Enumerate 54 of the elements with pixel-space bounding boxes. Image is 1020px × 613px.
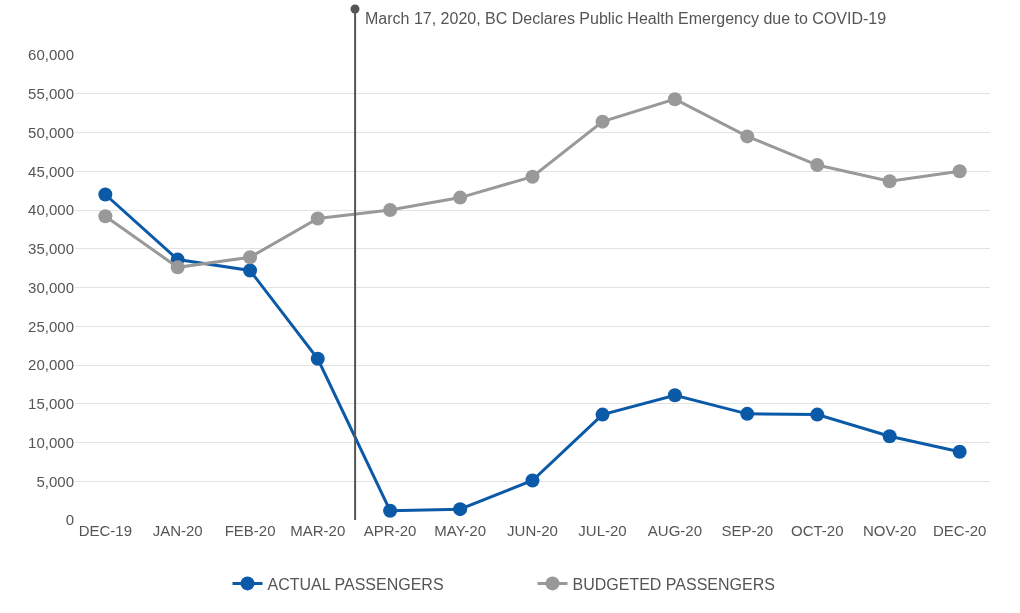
x-tick-label: NOV-20 [862,522,917,539]
point [595,114,610,129]
x-tick-label: SEP-20 [721,522,774,539]
point [667,388,682,403]
x-tick-label: JUL-20 [578,522,627,539]
point [810,158,825,173]
point [740,406,755,421]
legend-label: ACTUAL PASSENGERS [267,575,444,593]
x-tick-label: JAN-20 [152,522,203,539]
x-tick-label: OCT-20 [791,522,844,539]
point [595,407,610,422]
x-tick-label: JUN-20 [507,522,558,539]
y-tick-label: 0 [65,511,74,529]
point [525,169,540,184]
x-tick-label: DEC-19 [78,522,133,539]
y-tick-label: 60,000 [28,46,74,64]
y-tick-label: 40,000 [28,201,74,219]
y-tick-label: 30,000 [28,278,74,296]
point [243,263,258,278]
point [525,473,540,488]
x-tick-label: MAY-20 [434,522,486,539]
point [453,190,468,205]
y-tick-label: 45,000 [28,162,74,180]
x-tick-label: APR-20 [363,522,417,539]
x-tick-label: MAR-20 [290,522,346,539]
point [383,203,398,217]
point [243,250,258,265]
point [952,444,967,459]
legend-label: BUDGETED PASSENGERS [572,575,775,593]
point [740,129,755,144]
point [310,211,325,226]
y-tick-label: 15,000 [28,395,74,412]
point [667,92,682,107]
y-tick-label: 20,000 [28,356,74,374]
y-tick-label: 50,000 [28,123,74,141]
y-tick-label: 35,000 [28,240,74,257]
x-tick-label: FEB-20 [224,522,276,539]
x-tick-label: AUG-20 [647,522,702,539]
point [882,174,897,189]
y-tick-label: 55,000 [28,85,74,102]
point [882,429,897,444]
point [98,209,113,224]
point [310,351,325,366]
ref-line-label: March 17, 2020, BC Declares Public Health Emergency due to COVID-19 [365,10,887,27]
y-tick-label: 25,000 [28,317,74,335]
point [810,407,825,422]
point [952,164,967,179]
x-tick-label: DEC-20 [932,522,987,539]
point [98,187,113,202]
point [453,502,468,517]
point [170,260,185,275]
point [383,503,398,518]
y-tick-label: 10,000 [28,433,74,451]
y-tick-label: 5,000 [36,472,74,490]
